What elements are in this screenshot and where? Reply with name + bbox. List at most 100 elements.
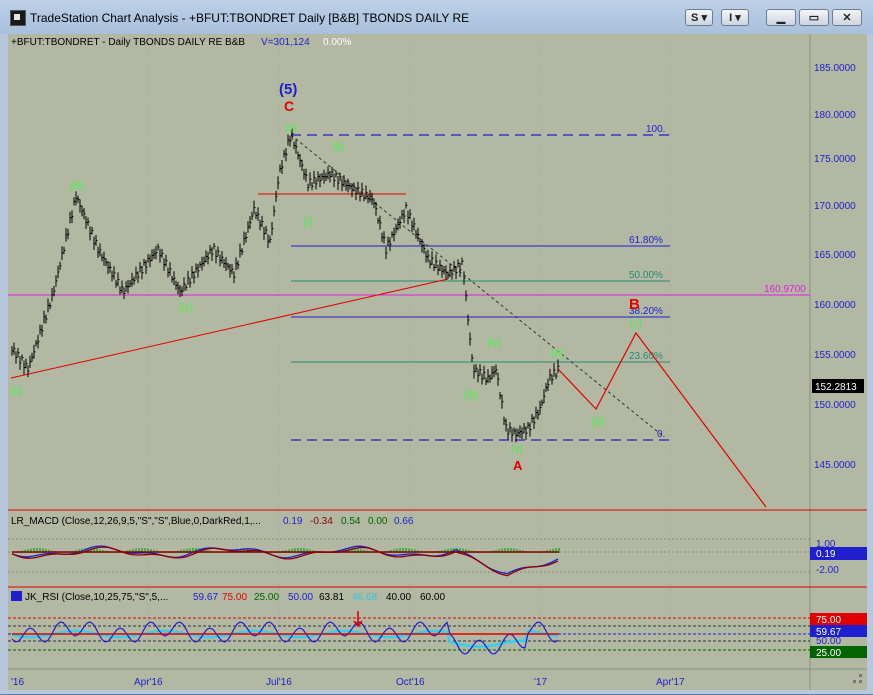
chart-canvas[interactable]: +BFUT:TBONDRET - Daily TBONDS DAILY RE B… xyxy=(8,34,867,690)
macd-histogram-bar xyxy=(42,548,44,553)
rsi-axis-tick: 75.00 xyxy=(816,615,841,626)
macd-histogram-bar xyxy=(183,549,185,553)
dashed-trend-line xyxy=(290,134,664,437)
macd-histogram-bar xyxy=(291,548,293,553)
macd-histogram-bar xyxy=(459,548,461,553)
minimize-button[interactable]: ▁ xyxy=(766,9,796,26)
title-bar: TradeStation Chart Analysis - +BFUT:TBON… xyxy=(0,0,873,34)
style-dropdown-button[interactable]: S ▾ xyxy=(685,9,713,26)
indicator-button-label: I xyxy=(729,12,733,24)
price-tick: 150.0000 xyxy=(814,400,856,411)
macd-histogram-bar xyxy=(45,549,47,553)
macd-histogram-bar xyxy=(360,549,362,553)
indicator-dropdown-button[interactable]: I ▾ xyxy=(721,9,749,26)
macd-histogram-bar xyxy=(393,549,395,553)
window-title: TradeStation Chart Analysis - +BFUT:TBON… xyxy=(30,11,470,25)
macd-histogram-bar xyxy=(510,548,512,553)
macd-value: -0.34 xyxy=(310,516,333,527)
rsi-value: 59.67 xyxy=(193,592,218,603)
macd-indicator-name: LR_MACD (Close,12,26,9,5,"S","S",Blue,0,… xyxy=(11,516,261,527)
macd-histogram-bar xyxy=(402,548,404,553)
fib-label: 50.00% xyxy=(629,270,663,281)
macd-histogram-bar xyxy=(147,548,149,553)
time-axis: '16 Apr'16 Jul'16 Oct'16 '17 Apr'17 xyxy=(11,677,685,688)
macd-histogram-bar xyxy=(84,548,86,553)
macd-histogram-bar xyxy=(411,548,413,553)
rsi-value: 63.81 xyxy=(319,592,344,603)
rsi-value: 46.68 xyxy=(352,592,377,603)
macd-histogram-bar xyxy=(465,549,467,553)
rsi-current-badge xyxy=(810,625,867,637)
macd-histogram-bar xyxy=(78,549,80,553)
macd-histogram-bar xyxy=(96,548,98,553)
macd-histogram-bar xyxy=(300,548,302,553)
style-button-label: S xyxy=(691,12,699,24)
wave-label: (5) xyxy=(279,81,297,98)
wave-label: [c] xyxy=(630,318,642,330)
macd-histogram-bar xyxy=(513,548,515,553)
red-down-arrow-icon xyxy=(353,611,363,628)
macd-value: 0.19 xyxy=(283,516,303,527)
tradestation-app-icon xyxy=(10,10,26,26)
macd-histogram-bar xyxy=(36,548,38,553)
price-tick: 185.0000 xyxy=(814,63,856,74)
rsi-line xyxy=(11,621,559,655)
macd-histogram-bar xyxy=(93,548,95,553)
macd-value: 0.54 xyxy=(341,516,361,527)
macd-histogram-bar xyxy=(552,548,554,553)
change-label: 0.00% xyxy=(323,37,351,48)
wave-label: [iv] xyxy=(487,337,501,349)
rsi-value: 50.00 xyxy=(288,592,313,603)
minimize-icon: ▁ xyxy=(776,12,786,24)
macd-value: 0.00 xyxy=(368,516,388,527)
price-tick: 175.0000 xyxy=(814,154,856,165)
wave-label: A xyxy=(513,458,523,473)
macd-histogram-bar xyxy=(99,549,101,553)
rsi-average-line xyxy=(11,629,559,648)
time-tick: Jul'16 xyxy=(266,677,292,688)
macd-histogram-bar xyxy=(450,548,452,553)
chart-area[interactable]: +BFUT:TBONDRET - Daily TBONDS DAILY RE B… xyxy=(8,34,867,690)
wave-label: [a] xyxy=(551,347,563,359)
symbol-label: +BFUT:TBONDRET - Daily TBONDS DAILY RE B… xyxy=(11,37,245,48)
wave-label: [b] xyxy=(592,416,604,428)
rsi-values: 59.67 75.00 25.00 50.00 63.81 46.68 40.0… xyxy=(193,592,445,603)
volume-label: V=301,124 xyxy=(261,37,310,48)
time-tick: Apr'16 xyxy=(134,677,163,688)
macd-histogram-bar xyxy=(27,549,29,553)
macd-histogram-bar xyxy=(150,549,152,553)
chevron-down-icon: ▾ xyxy=(701,12,707,24)
resize-grip-icon[interactable] xyxy=(853,674,862,683)
wave-label: [v] xyxy=(511,443,523,455)
macd-histogram-bar xyxy=(189,548,191,553)
current-price-label: 152.2813 xyxy=(815,382,857,393)
macd-histogram-bar xyxy=(357,548,359,553)
macd-axis-tick: 0.19 xyxy=(816,549,836,560)
rsi-value: 75.00 xyxy=(222,592,247,603)
macd-histogram-bar xyxy=(504,548,506,553)
time-tick: Apr'17 xyxy=(656,677,685,688)
macd-histogram-bar xyxy=(309,549,311,553)
macd-histogram-bar xyxy=(555,548,557,553)
macd-histogram-bar xyxy=(39,548,41,553)
wave-label: [iii] xyxy=(464,389,477,401)
rsi-axis-tick: 59.67 xyxy=(816,627,841,638)
magenta-level-label: 160.9700 xyxy=(764,284,806,295)
macd-axis-tick: 1.00 xyxy=(816,539,836,550)
maximize-button[interactable]: ▭ xyxy=(799,9,829,26)
macd-histogram-bar xyxy=(501,548,503,553)
red-trend-line xyxy=(10,278,449,379)
close-icon: ✕ xyxy=(842,12,852,24)
macd-histogram-bar xyxy=(198,548,200,553)
close-button[interactable]: ✕ xyxy=(832,9,862,26)
macd-histogram-bar xyxy=(351,548,353,553)
rsi-value: 25.00 xyxy=(254,592,279,603)
rsi-indicator-name: JK_RSI (Close,10,25,75,"S",5,... xyxy=(25,592,168,603)
wave-labels: (5) C [v] [ii] [i] [iii] [iv] [ii] [iv] … xyxy=(11,81,642,473)
macd-histogram-bar xyxy=(138,548,140,553)
macd-histogram-bar xyxy=(447,548,449,553)
macd-histogram-bar xyxy=(204,549,206,553)
price-tick: 145.0000 xyxy=(814,460,856,471)
macd-histogram-bar xyxy=(549,549,551,553)
